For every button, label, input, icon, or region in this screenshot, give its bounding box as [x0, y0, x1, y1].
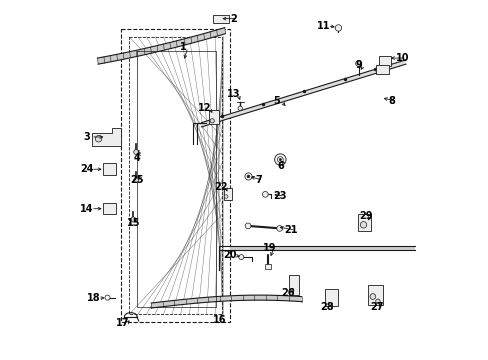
Circle shape: [375, 299, 379, 303]
Circle shape: [244, 223, 250, 229]
Text: 26: 26: [280, 288, 294, 298]
Text: 10: 10: [395, 53, 408, 63]
Circle shape: [246, 175, 249, 178]
Circle shape: [210, 119, 214, 123]
Text: 24: 24: [80, 164, 93, 174]
Text: 27: 27: [370, 302, 383, 312]
Polygon shape: [201, 60, 405, 127]
Circle shape: [355, 60, 361, 66]
Text: 8: 8: [387, 96, 394, 106]
Circle shape: [224, 195, 227, 198]
Circle shape: [369, 294, 375, 300]
FancyBboxPatch shape: [264, 264, 271, 269]
Text: 21: 21: [284, 225, 297, 235]
Text: 13: 13: [226, 89, 240, 99]
Text: 18: 18: [87, 293, 101, 303]
FancyBboxPatch shape: [378, 55, 390, 66]
Text: 23: 23: [273, 191, 286, 201]
Text: 22: 22: [214, 182, 227, 192]
Circle shape: [133, 149, 139, 154]
Circle shape: [105, 295, 110, 300]
FancyBboxPatch shape: [357, 214, 370, 231]
Circle shape: [276, 226, 282, 231]
FancyBboxPatch shape: [223, 188, 232, 200]
Text: 12: 12: [198, 103, 211, 113]
FancyBboxPatch shape: [212, 15, 229, 23]
Circle shape: [277, 157, 283, 162]
Text: 3: 3: [83, 132, 90, 142]
Polygon shape: [92, 128, 121, 146]
Circle shape: [238, 255, 244, 260]
Polygon shape: [230, 246, 414, 250]
Text: 5: 5: [273, 96, 280, 106]
Circle shape: [131, 217, 136, 222]
Polygon shape: [151, 295, 301, 308]
Circle shape: [274, 154, 285, 165]
Text: 14: 14: [80, 204, 93, 214]
FancyBboxPatch shape: [102, 163, 116, 175]
Text: 19: 19: [263, 243, 276, 253]
FancyBboxPatch shape: [102, 203, 116, 214]
Circle shape: [95, 135, 102, 142]
Circle shape: [279, 158, 281, 161]
Text: 6: 6: [276, 161, 283, 171]
Polygon shape: [97, 28, 225, 64]
Text: 11: 11: [316, 21, 329, 31]
Text: 28: 28: [320, 302, 333, 312]
Circle shape: [133, 177, 139, 183]
Circle shape: [262, 192, 267, 197]
Text: 20: 20: [223, 250, 236, 260]
Text: 15: 15: [126, 218, 140, 228]
Text: 2: 2: [230, 14, 237, 24]
Text: 7: 7: [255, 175, 262, 185]
Text: 4: 4: [133, 153, 140, 163]
Text: 25: 25: [130, 175, 143, 185]
FancyBboxPatch shape: [367, 285, 382, 305]
Text: 17: 17: [116, 319, 129, 328]
FancyBboxPatch shape: [324, 289, 338, 306]
Text: 29: 29: [359, 211, 372, 221]
FancyBboxPatch shape: [288, 275, 298, 295]
FancyBboxPatch shape: [375, 65, 388, 74]
Circle shape: [335, 25, 341, 31]
Text: 1: 1: [180, 42, 186, 52]
Circle shape: [290, 289, 293, 292]
Text: 9: 9: [355, 60, 362, 70]
Text: 16: 16: [212, 315, 225, 325]
Circle shape: [244, 173, 251, 180]
FancyBboxPatch shape: [209, 110, 219, 124]
Circle shape: [238, 106, 242, 111]
Circle shape: [360, 222, 366, 228]
